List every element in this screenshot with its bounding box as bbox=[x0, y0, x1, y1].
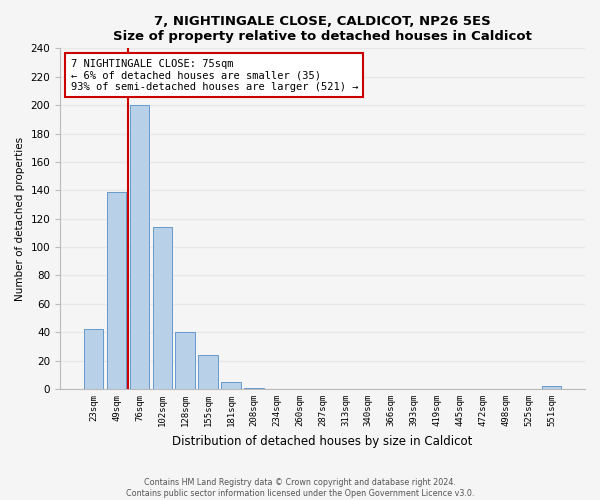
Bar bbox=[152, 227, 172, 389]
X-axis label: Distribution of detached houses by size in Caldicot: Distribution of detached houses by size … bbox=[172, 434, 473, 448]
Bar bbox=[175, 332, 195, 389]
Bar bbox=[221, 382, 241, 389]
Bar bbox=[199, 355, 218, 389]
Bar bbox=[107, 192, 126, 389]
Bar bbox=[84, 330, 103, 389]
Y-axis label: Number of detached properties: Number of detached properties bbox=[15, 136, 25, 301]
Title: 7, NIGHTINGALE CLOSE, CALDICOT, NP26 5ES
Size of property relative to detached h: 7, NIGHTINGALE CLOSE, CALDICOT, NP26 5ES… bbox=[113, 15, 532, 43]
Bar bbox=[542, 386, 561, 389]
Bar bbox=[130, 105, 149, 389]
Text: 7 NIGHTINGALE CLOSE: 75sqm
← 6% of detached houses are smaller (35)
93% of semi-: 7 NIGHTINGALE CLOSE: 75sqm ← 6% of detac… bbox=[71, 58, 358, 92]
Text: Contains HM Land Registry data © Crown copyright and database right 2024.
Contai: Contains HM Land Registry data © Crown c… bbox=[126, 478, 474, 498]
Bar bbox=[244, 388, 263, 389]
